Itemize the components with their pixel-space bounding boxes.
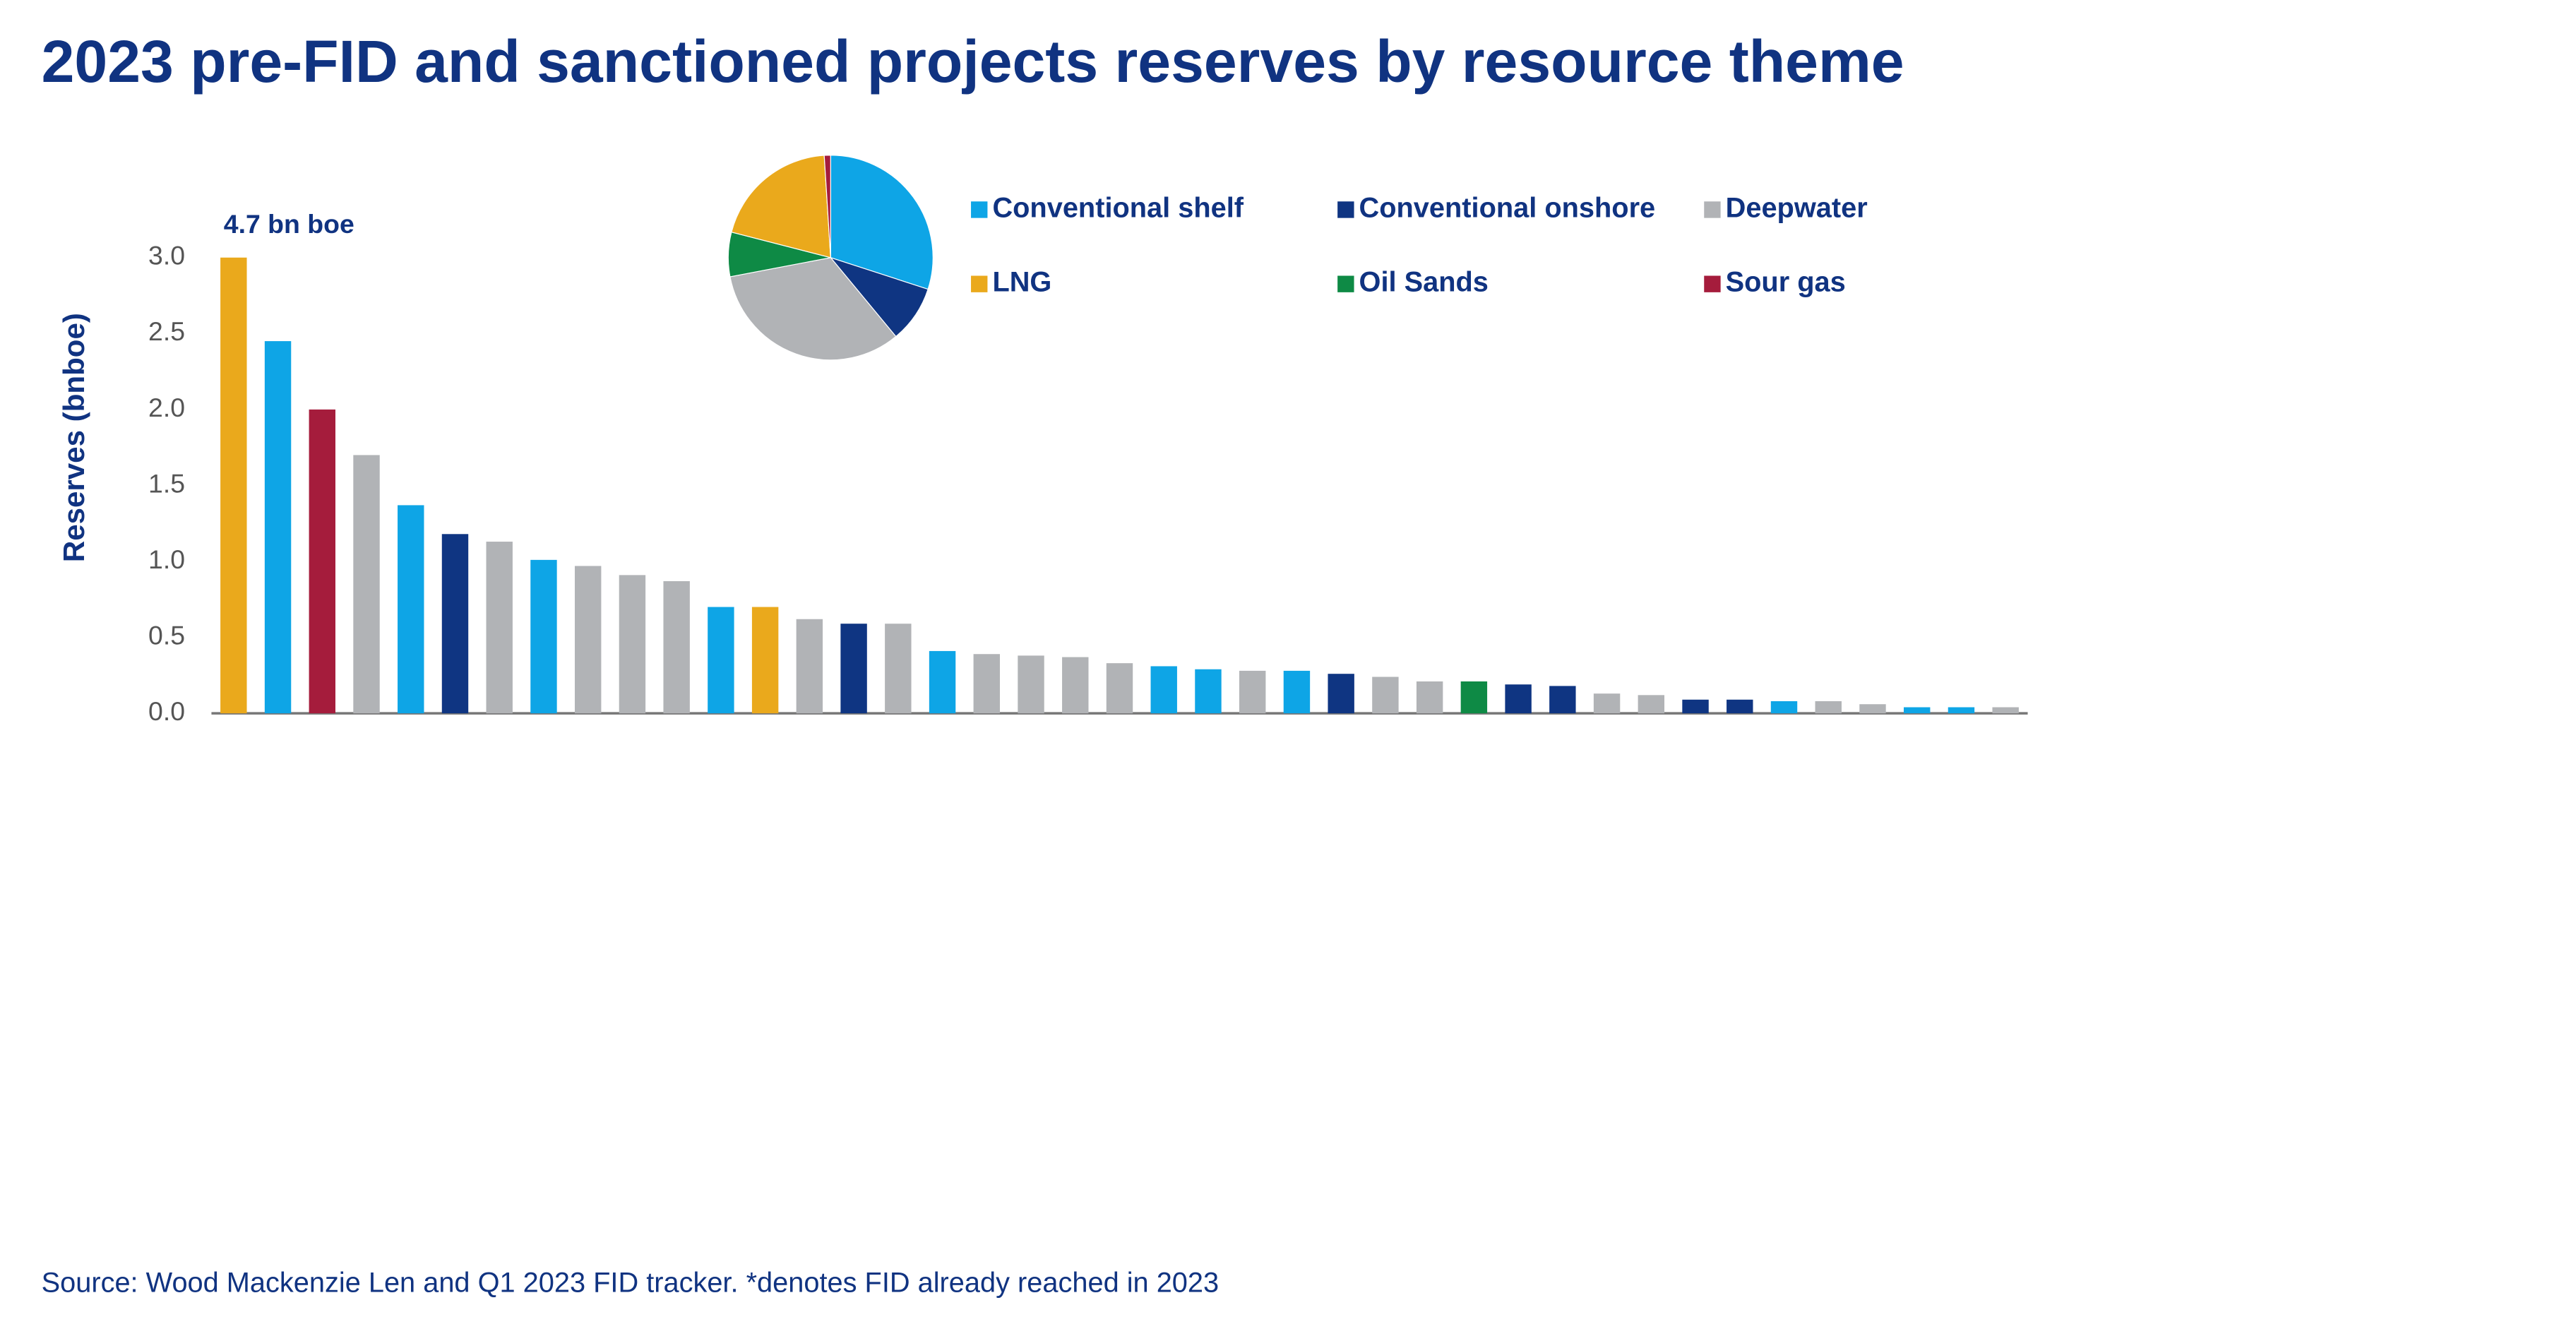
bar [1416,681,1443,714]
legend-swatch [971,201,988,218]
bar [1328,674,1354,714]
bar [1992,707,2019,714]
pie-slice [731,155,831,258]
bar [353,455,380,714]
bar [1372,677,1399,714]
bar [751,607,779,714]
bar [1682,699,1709,714]
bar [796,619,823,714]
legend-swatch [1704,201,1721,218]
y-tick-label: 0.0 [148,696,185,726]
bar [1593,693,1621,714]
bar [1859,704,1886,714]
bar [1638,695,1665,714]
y-tick-label: 2.0 [148,393,185,422]
legend-label: Oil Sands [1359,267,1489,298]
bar [1239,670,1266,714]
bar [1195,669,1222,714]
pie-slice [823,155,831,258]
y-tick-label: 3.0 [148,241,185,270]
bar [220,257,247,714]
pie-slice [829,256,929,338]
bar [441,534,469,714]
legend-swatch [1337,275,1354,292]
bar [530,559,557,714]
bar [1727,699,1753,714]
bar [574,566,602,714]
bar [973,654,1001,714]
bar [708,607,734,714]
legend-label: LNG [992,267,1051,298]
bar [486,542,513,714]
bar [264,341,292,714]
y-tick-label: 0.5 [148,620,185,650]
bar [840,624,867,714]
bar [929,650,956,714]
bar [1770,701,1798,714]
bar [1505,684,1532,714]
bar [1460,681,1488,714]
bar [1948,707,1975,714]
bar [885,624,912,714]
bar [1283,670,1311,714]
legend-swatch [971,275,988,292]
bar [663,580,690,714]
bar [619,575,646,714]
y-tick-label: 1.0 [148,544,185,574]
bar [1815,701,1842,714]
bar [1904,707,1931,714]
legend-swatch [1337,201,1354,218]
source-note: Source: Wood Mackenzie Len and Q1 2023 F… [42,1268,1220,1299]
bar [398,505,424,714]
value-label: 4.7 bn boe [224,209,354,239]
legend-swatch [1704,275,1721,292]
y-axis-label: Reserves (bnboe) [57,313,90,562]
bar [1062,657,1089,714]
legend-label: Sour gas [1726,267,1846,298]
bar [1150,666,1177,714]
legend-label: Deepwater [1726,192,1868,223]
legend-label: Conventional shelf [992,192,1244,223]
pie-slice [729,257,897,361]
bar [1018,655,1044,714]
chart-title: 2023 pre-FID and sanctioned projects res… [42,28,1904,95]
bars [220,257,2019,714]
y-tick-label: 1.5 [148,468,185,498]
pie-slice [830,155,934,290]
y-tick-label: 2.5 [148,316,185,346]
bar [309,409,335,714]
bar [1549,686,1576,714]
bar [1106,663,1133,714]
legend-label: Conventional onshore [1359,192,1656,223]
